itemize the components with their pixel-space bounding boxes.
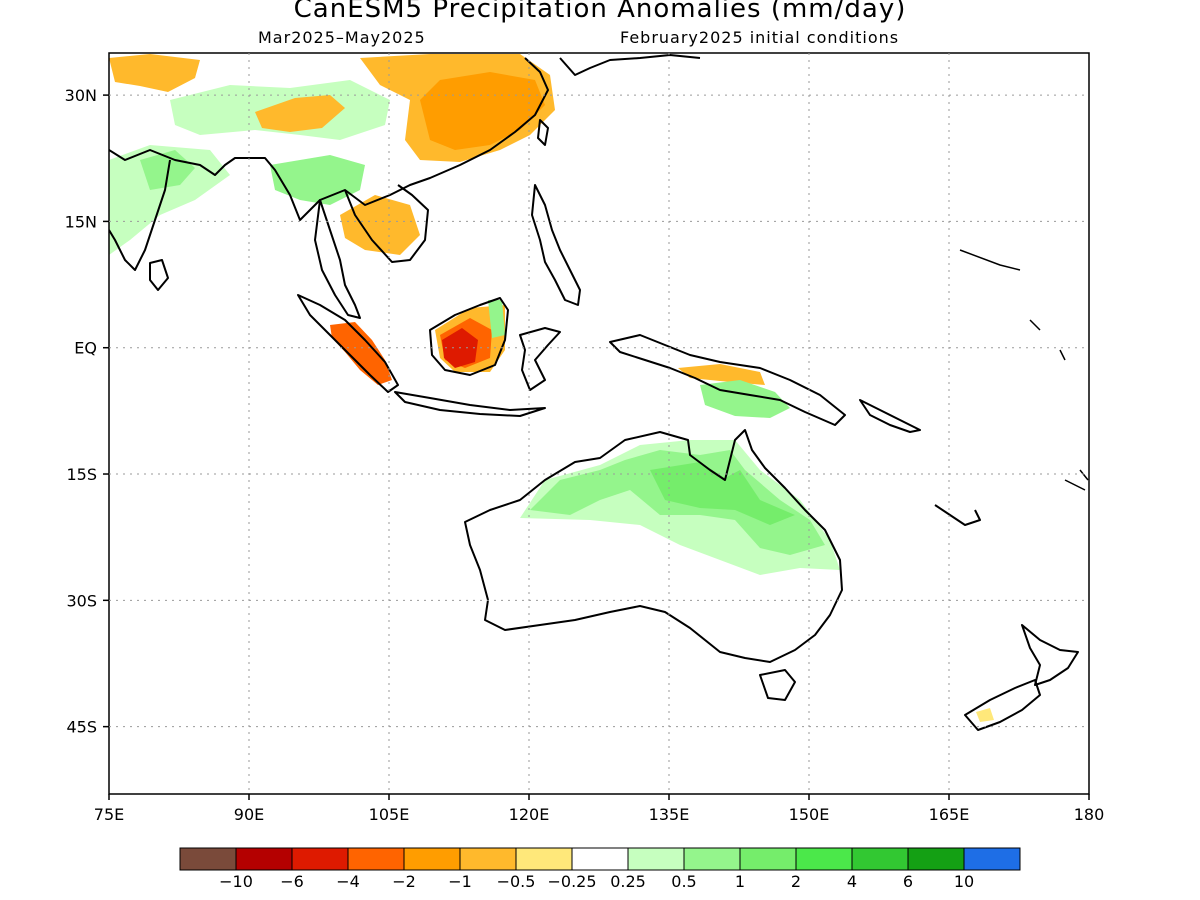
colorbar: −10 −6 −4 −2 −1 −0.5 −0.25 0.25 0.5 1 2 4 6 10 — [179, 847, 1021, 891]
coastline-java — [394, 391, 546, 417]
colorbar-label: 4 — [847, 872, 857, 891]
coastline-nz-north — [1021, 624, 1079, 686]
colorbar-swatch — [347, 847, 405, 871]
y-tick-label: 30S — [66, 591, 97, 610]
coastline-india-peninsula — [109, 159, 171, 271]
coastline-tasmania — [759, 669, 796, 701]
coastline-malay-peninsula — [314, 199, 361, 319]
anomaly-himalaya-dry — [255, 95, 345, 132]
anomaly-newguinea-dry — [678, 364, 765, 385]
colorbar-swatch — [515, 847, 573, 871]
colorbar-label: −4 — [336, 872, 360, 891]
x-tick-label: 180 — [1074, 805, 1105, 824]
coastline-solomons — [859, 399, 921, 433]
y-tick-label: 30N — [65, 86, 97, 105]
coastline-australia — [464, 429, 843, 663]
anomaly-indochina-dry — [340, 195, 420, 255]
colorbar-swatch — [291, 847, 349, 871]
x-tick-label: 165E — [929, 805, 970, 824]
coastline-vanuatu-fiji — [934, 504, 981, 526]
y-tick-label: 45S — [66, 718, 97, 737]
colorbar-swatch — [459, 847, 517, 871]
chart-title: CanESM5 Precipitation Anomalies (mm/day) — [293, 0, 907, 24]
coastline-sumatra — [297, 294, 399, 393]
colorbar-swatch — [795, 847, 853, 871]
coastline-newguinea — [609, 334, 846, 426]
anomaly-seasia-wet — [270, 155, 365, 205]
colorbar-swatch — [571, 847, 629, 871]
x-tick-label: 75E — [94, 805, 124, 824]
coastline-srilanka — [149, 259, 169, 291]
anomaly-china-dry — [420, 72, 545, 150]
coastline-philippines — [531, 184, 581, 306]
coastline-korea-japan — [559, 54, 701, 76]
colorbar-swatch — [403, 847, 461, 871]
map-frame — [108, 52, 1090, 795]
anomaly-borneo-wet — [488, 300, 505, 338]
colorbar-swatch — [851, 847, 909, 871]
colorbar-label: 0.5 — [671, 872, 696, 891]
x-tick-label: 105E — [369, 805, 410, 824]
colorbar-label: −1 — [448, 872, 472, 891]
colorbar-swatch — [235, 847, 293, 871]
x-tick-label: 120E — [509, 805, 550, 824]
colorbar-swatch — [963, 847, 1021, 871]
y-tick-label: 15S — [66, 465, 97, 484]
anomaly-sumatra-dry — [330, 322, 392, 385]
coastline-sulawesi — [519, 327, 561, 391]
latitude-axis: 30N 15N EQ 15S 30S 45S — [65, 86, 109, 737]
colorbar-label: 6 — [903, 872, 913, 891]
anomaly-field — [109, 54, 994, 722]
anomaly-australia-wet-core — [650, 462, 795, 525]
colorbar-label: −6 — [280, 872, 304, 891]
colorbar-swatch — [627, 847, 685, 871]
anomaly-india-wet — [109, 145, 230, 255]
coastline-taiwan — [537, 119, 549, 146]
colorbar-label: −0.25 — [547, 872, 596, 891]
colorbar-swatch — [179, 847, 237, 871]
initial-conditions: February2025 initial conditions — [620, 28, 900, 47]
x-tick-label: 150E — [789, 805, 830, 824]
anomaly-india-dry — [109, 54, 200, 92]
colorbar-label: 1 — [735, 872, 745, 891]
colorbar-swatch — [739, 847, 797, 871]
longitude-axis: 75E 90E 105E 120E 135E 150E 165E 180 — [94, 794, 1105, 824]
colorbar-label: 10 — [954, 872, 974, 891]
anomaly-nz-dry — [976, 708, 994, 722]
coastline-indochina — [344, 184, 429, 263]
coastlines — [109, 54, 1089, 731]
colorbar-swatch — [907, 847, 965, 871]
forecast-period: Mar2025–May2025 — [258, 28, 426, 47]
colorbar-swatch — [683, 847, 741, 871]
colorbar-label: −0.5 — [497, 872, 536, 891]
coastline-nz-south — [964, 679, 1041, 731]
y-tick-label: EQ — [74, 339, 97, 358]
colorbar-label: −10 — [219, 872, 253, 891]
coastline-borneo — [429, 297, 509, 376]
x-tick-label: 135E — [649, 805, 690, 824]
colorbar-label: 0.25 — [610, 872, 646, 891]
graticule — [109, 53, 1089, 794]
colorbar-label: −2 — [392, 872, 416, 891]
x-tick-label: 90E — [234, 805, 264, 824]
coastline-pacific-islands — [959, 249, 1089, 491]
colorbar-label: 2 — [791, 872, 801, 891]
y-tick-label: 15N — [65, 212, 97, 231]
